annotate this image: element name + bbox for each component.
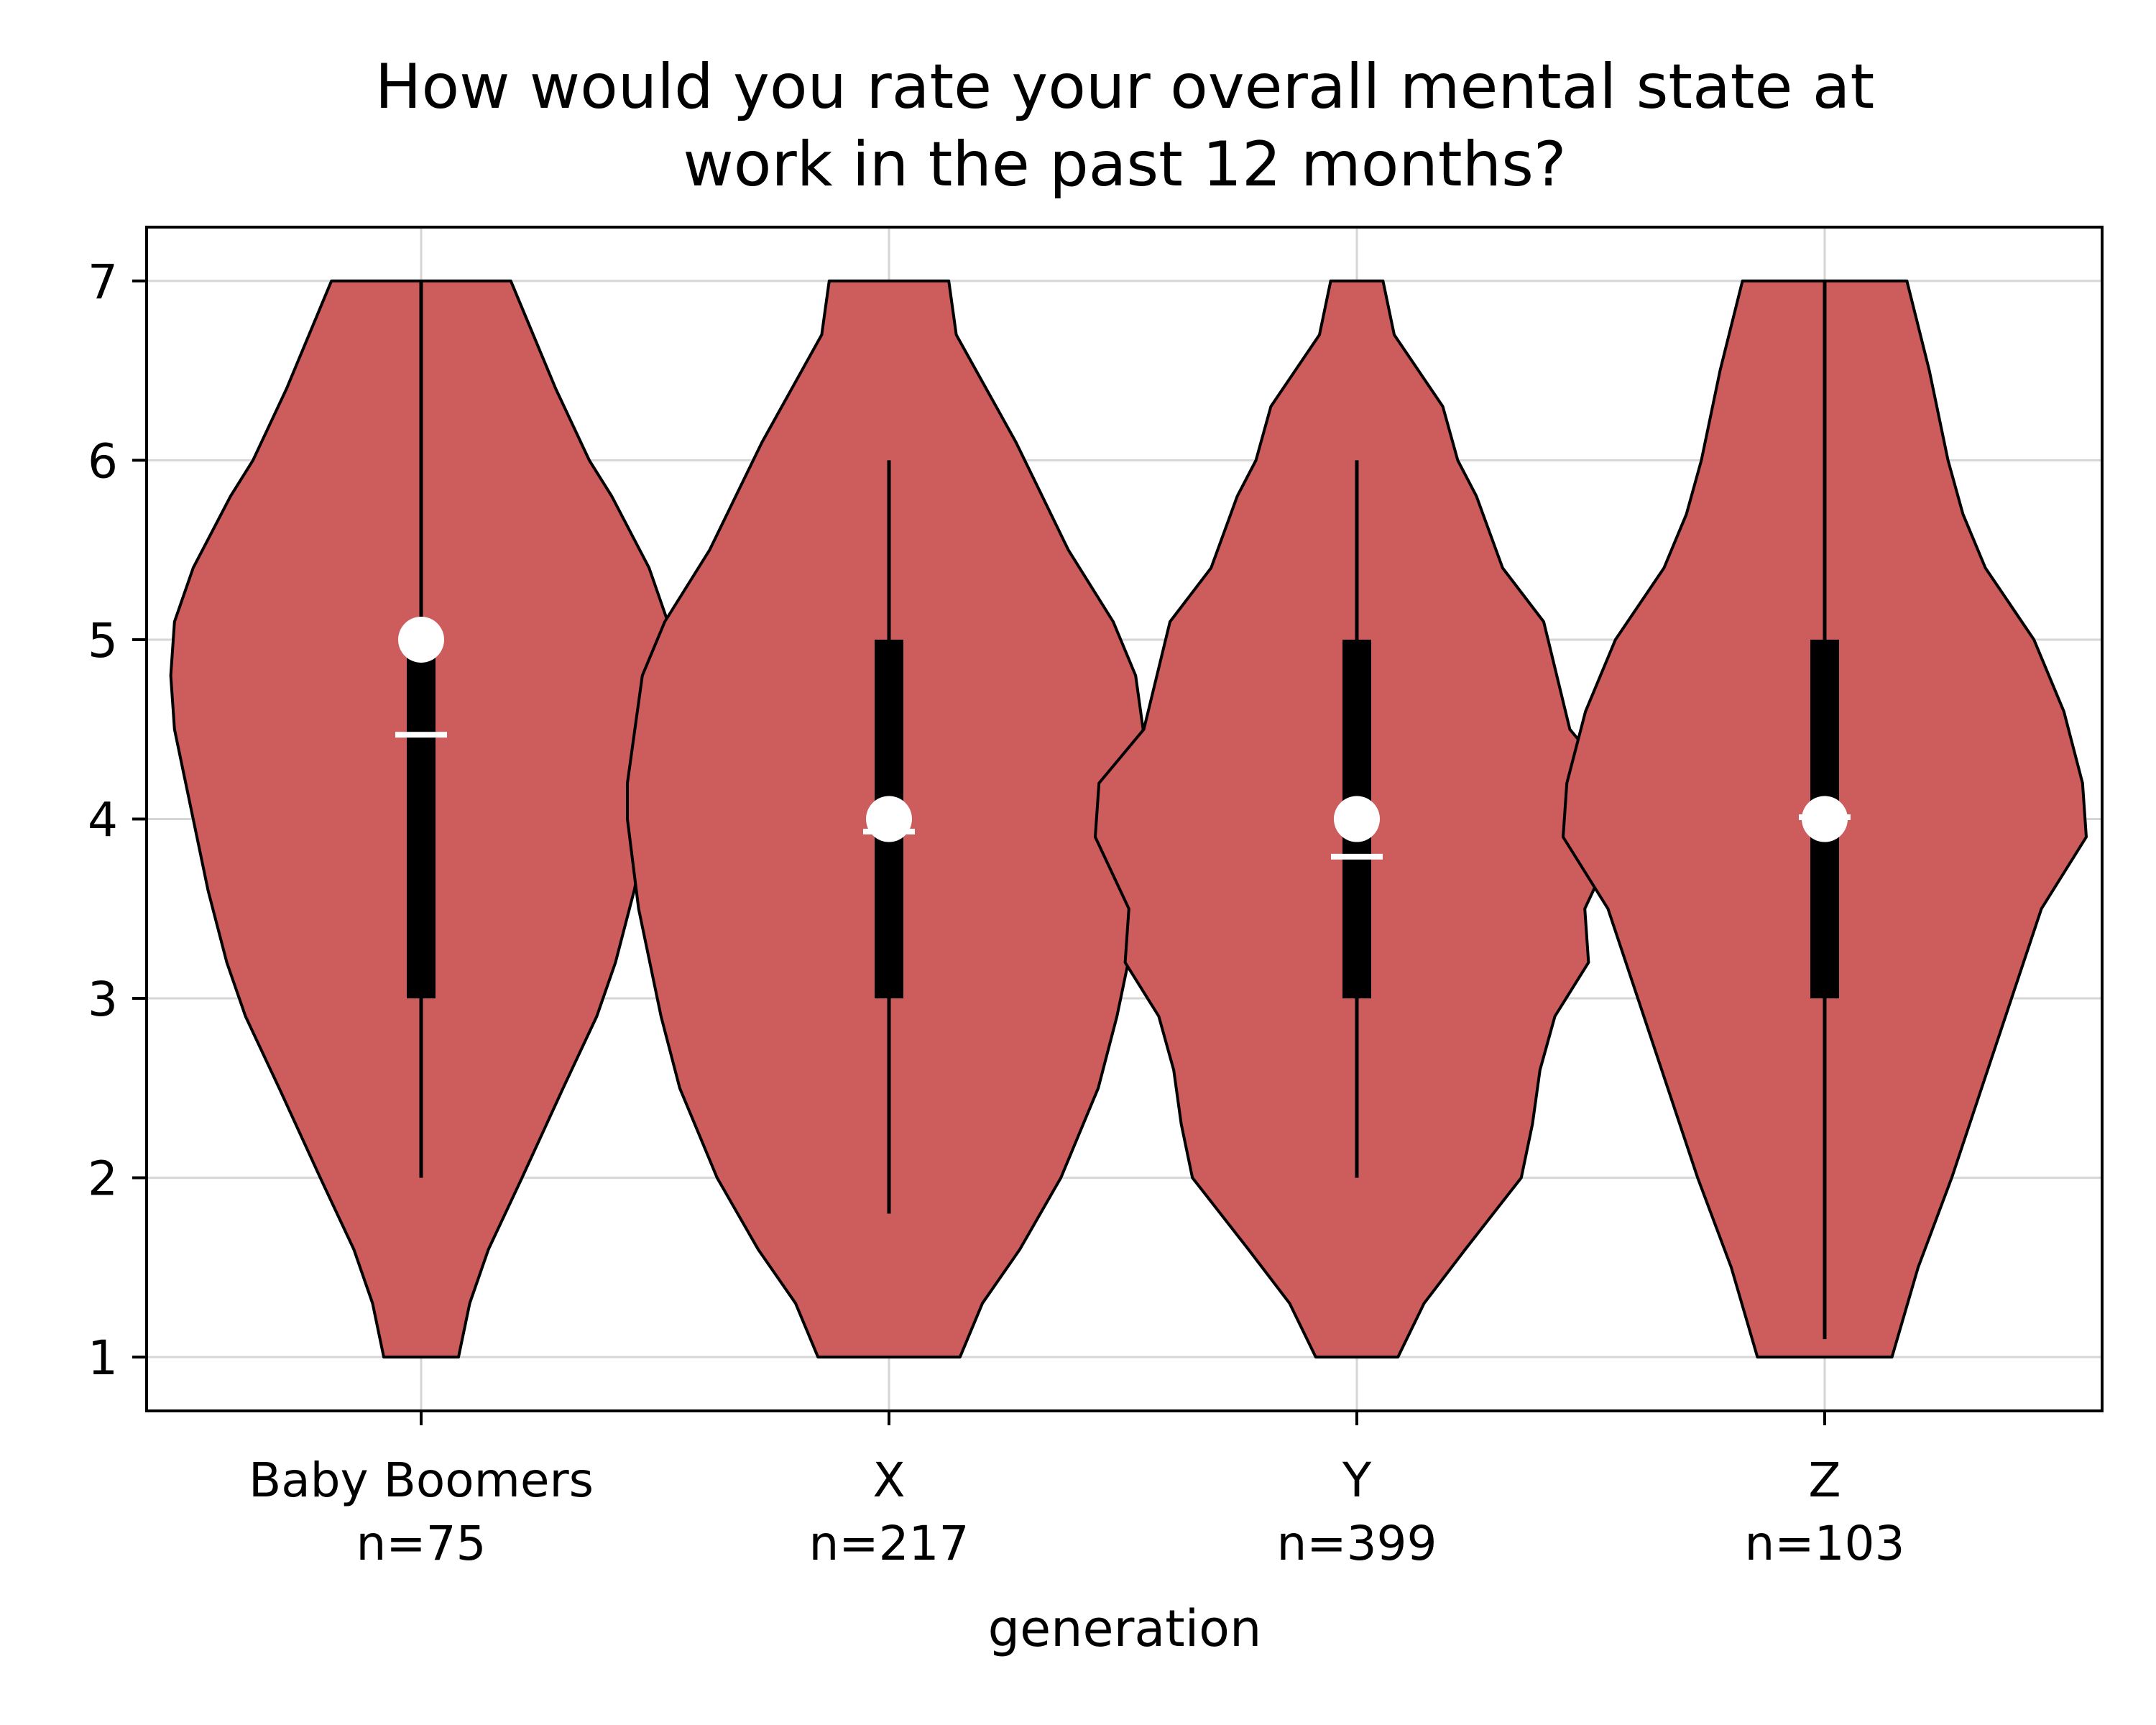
y-tick-label: 2 bbox=[88, 1151, 118, 1207]
y-tick-label: 4 bbox=[88, 793, 118, 848]
y-tick-label: 6 bbox=[88, 433, 118, 489]
x-axis-label: generation bbox=[988, 1599, 1262, 1658]
y-tick-label: 7 bbox=[88, 254, 118, 310]
y-tick-label: 5 bbox=[88, 613, 118, 668]
violin-median-marker bbox=[866, 796, 912, 842]
chart-title-line-1: How would you rate your overall mental s… bbox=[375, 51, 1874, 123]
y-tick-label: 3 bbox=[88, 972, 118, 1027]
violins bbox=[169, 279, 2088, 1359]
chart-title-line-2: work in the past 12 months? bbox=[683, 129, 1566, 201]
violin-median-marker bbox=[1802, 796, 1848, 842]
violin-iqr-box bbox=[407, 639, 436, 999]
x-tick-sample-size: n=399 bbox=[1276, 1516, 1437, 1571]
x-tick-sample-size: n=217 bbox=[808, 1516, 969, 1571]
violin-median-marker bbox=[1334, 796, 1380, 842]
x-tick-sample-size: n=75 bbox=[356, 1516, 486, 1571]
x-tick-label: Baby Boomers bbox=[249, 1453, 594, 1508]
x-tick-sample-size: n=103 bbox=[1744, 1516, 1904, 1571]
x-tick-label: Y bbox=[1342, 1453, 1372, 1508]
y-tick-label: 1 bbox=[88, 1330, 118, 1386]
violin-median-marker bbox=[398, 616, 444, 663]
axes: 1 2 3 4 5 6 7 Baby Boomers n=75 Xn=217 Yn=399 Zn=10… bbox=[88, 254, 1905, 1571]
x-tick-label: X bbox=[872, 1453, 905, 1508]
x-tick-label: Z bbox=[1808, 1453, 1841, 1508]
